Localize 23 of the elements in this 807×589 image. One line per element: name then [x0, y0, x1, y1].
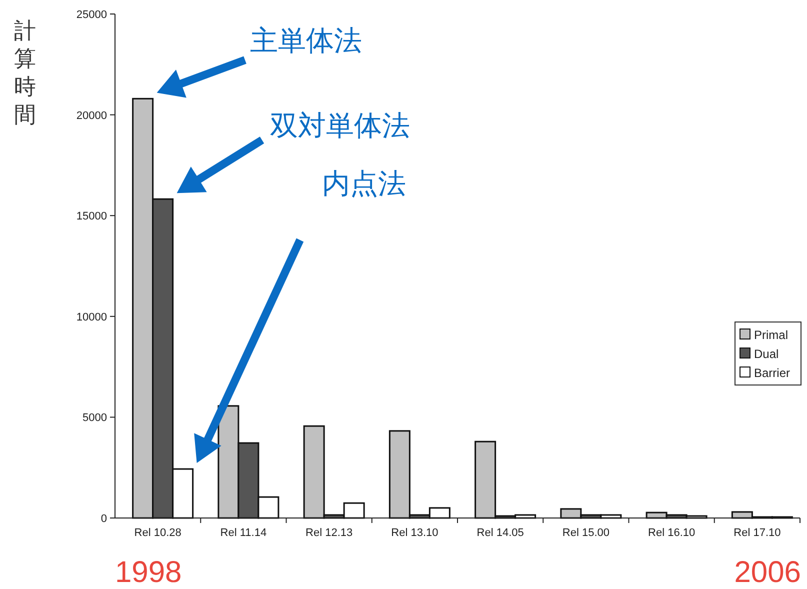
y-tick-label: 20000 [76, 110, 107, 122]
legend-label: Primal [754, 328, 788, 342]
text: 2006 [734, 556, 801, 589]
annotation: 双対単体法 [270, 110, 410, 141]
legend-label: Barrier [754, 366, 790, 380]
y-tick-label: 15000 [76, 210, 107, 223]
y-axis-title: 計算時間 [14, 18, 36, 127]
y-tick-label: 10000 [76, 311, 107, 324]
x-tick-label: Rel 11.14 [220, 527, 267, 539]
x-tick-label: Rel 14.05 [476, 527, 524, 539]
y-tick-label: 25000 [76, 9, 107, 21]
x-tick-label: Rel 15.00 [562, 527, 610, 539]
legend-label: Dual [754, 347, 779, 361]
x-tick-label: Rel 16.10 [648, 527, 696, 539]
y-tick-label: 5000 [82, 412, 107, 424]
annotation: 内点法 [322, 168, 406, 199]
x-tick-label: Rel 13.10 [391, 527, 438, 539]
x-tick-label: Rel 10.28 [134, 527, 182, 539]
annotation: 主単体法 [250, 25, 362, 56]
x-tick-label: Rel 12.13 [306, 527, 353, 539]
x-tick-label: Rel 17.10 [734, 527, 781, 539]
text: 1998 [115, 556, 182, 589]
y-tick-label: 0 [100, 513, 107, 525]
